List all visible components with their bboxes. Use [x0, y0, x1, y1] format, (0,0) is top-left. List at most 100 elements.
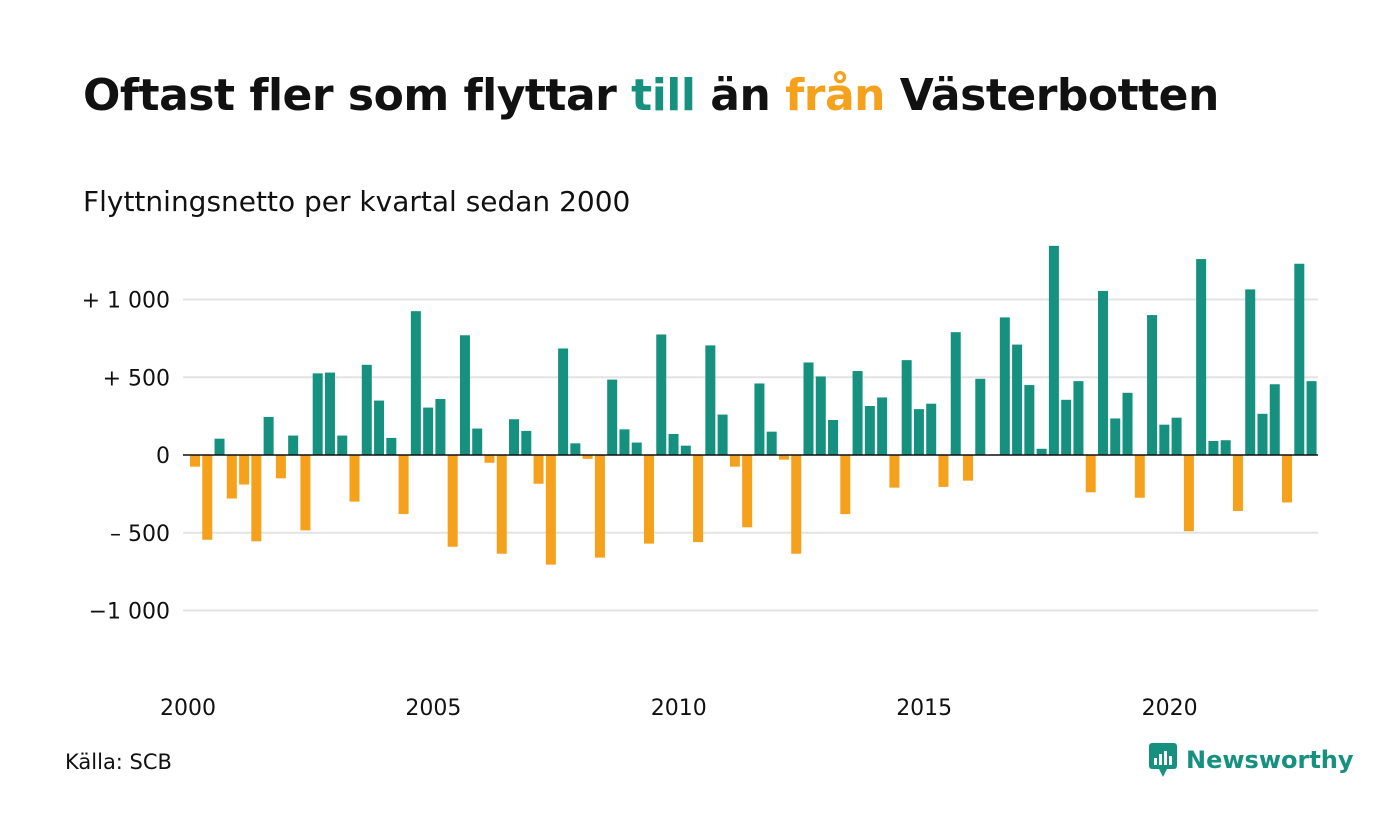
bar-q50 — [791, 455, 802, 554]
bar-q57 — [877, 397, 888, 455]
bar-q51 — [803, 362, 814, 455]
x-tick-label-2010: 2010 — [651, 696, 707, 721]
bar-q84 — [1208, 441, 1219, 455]
bar-q58 — [889, 455, 900, 488]
bar-q23 — [459, 335, 470, 455]
title-part-2: än — [695, 70, 786, 121]
bar-q68 — [1012, 344, 1023, 455]
bar-q56 — [864, 406, 875, 455]
gridlines — [183, 298, 1318, 612]
y-tick-label-3: – 500 — [110, 522, 170, 547]
bar-q75 — [1097, 290, 1108, 455]
bar-q25 — [484, 455, 495, 463]
y-tick-label-4: −1 000 — [89, 600, 170, 625]
bar-q46 — [742, 455, 753, 528]
bar-q77 — [1122, 392, 1133, 455]
bar-q67 — [999, 317, 1010, 455]
bar-q69 — [1024, 385, 1035, 455]
bars — [190, 245, 1317, 565]
bar-q36 — [619, 429, 630, 455]
bar-q43 — [705, 345, 716, 455]
bar-q87 — [1245, 289, 1256, 455]
bar-q39 — [656, 334, 667, 455]
bar-q27 — [509, 419, 520, 455]
bar-q11 — [312, 373, 323, 455]
bar-q30 — [545, 455, 556, 565]
bar-q49 — [778, 455, 789, 460]
bar-q20 — [423, 407, 434, 455]
bar-q2 — [202, 455, 213, 540]
bar-q54 — [840, 455, 851, 515]
bar-q13 — [337, 435, 348, 455]
bar-q28 — [521, 430, 532, 455]
brand-name: Newsworthy — [1186, 746, 1354, 774]
bar-q89 — [1269, 384, 1280, 455]
bar-q44 — [717, 414, 728, 455]
bar-q74 — [1085, 455, 1096, 493]
bar-q80 — [1159, 424, 1170, 455]
bar-q79 — [1147, 315, 1158, 455]
bar-q17 — [386, 437, 397, 455]
x-tick-label-2020: 2020 — [1142, 696, 1198, 721]
bar-q1 — [190, 455, 200, 467]
bar-q64 — [963, 455, 974, 481]
y-tick-label-1: + 500 — [103, 366, 170, 391]
bar-q19 — [410, 311, 421, 455]
bar-q47 — [754, 383, 765, 455]
bar-q90 — [1282, 455, 1293, 503]
bar-q15 — [361, 364, 372, 455]
bar-q71 — [1048, 245, 1059, 455]
bar-q60 — [913, 409, 924, 455]
x-tick-label-2015: 2015 — [896, 696, 952, 721]
bar-q92 — [1306, 381, 1317, 455]
x-tick-label-2000: 2000 — [160, 696, 216, 721]
bar-q88 — [1257, 413, 1268, 455]
bar-q38 — [643, 455, 654, 544]
bar-q4 — [226, 455, 237, 499]
bar-q3 — [214, 438, 225, 455]
bar-q10 — [300, 455, 311, 531]
x-tick-label-2005: 2005 — [405, 696, 461, 721]
bar-q7 — [263, 416, 274, 455]
bar-q53 — [828, 420, 839, 455]
bar-q48 — [766, 431, 777, 455]
bar-q32 — [570, 443, 581, 455]
bar-q62 — [938, 455, 949, 487]
y-axis-ticks: + 1 000 + 500 0 – 500 −1 000 — [82, 289, 170, 625]
bar-q5 — [239, 455, 250, 485]
bar-q65 — [975, 378, 986, 455]
bar-q29 — [533, 455, 544, 484]
bar-q33 — [582, 455, 593, 459]
bar-q52 — [815, 376, 826, 455]
bar-chart: + 1 000 + 500 0 – 500 −1 000 2000 2005 2010 201… — [82, 245, 1318, 721]
bar-q9 — [288, 435, 299, 455]
source-note: Källa: SCB — [65, 750, 172, 774]
bar-q42 — [693, 455, 704, 543]
bar-q61 — [926, 403, 937, 455]
bar-q37 — [631, 442, 642, 455]
bar-q45 — [729, 455, 740, 467]
title-fran-highlight: från — [785, 70, 885, 121]
bar-q70 — [1036, 448, 1047, 455]
chart-title: Oftast fler som flyttar till än från Väs… — [83, 70, 1219, 121]
title-till-highlight: till — [631, 70, 696, 121]
bar-q35 — [607, 379, 618, 455]
bar-q31 — [558, 348, 569, 455]
bar-q81 — [1171, 417, 1182, 455]
bar-q8 — [275, 455, 286, 479]
bar-q14 — [349, 455, 360, 502]
bar-q91 — [1294, 263, 1305, 455]
bar-q41 — [680, 445, 691, 455]
y-tick-label-2: 0 — [156, 444, 170, 469]
bar-q18 — [398, 455, 409, 515]
chart-subtitle: Flyttningsnetto per kvartal sedan 2000 — [83, 185, 631, 219]
bar-q24 — [472, 428, 483, 455]
bar-q21 — [435, 399, 446, 455]
bar-q6 — [251, 455, 262, 542]
bar-q12 — [324, 372, 335, 455]
bar-q59 — [901, 360, 912, 455]
newsworthy-logo[interactable]: Newsworthy — [1148, 742, 1354, 778]
bar-q83 — [1196, 259, 1207, 455]
bar-q26 — [496, 455, 507, 554]
bar-q78 — [1134, 455, 1145, 498]
